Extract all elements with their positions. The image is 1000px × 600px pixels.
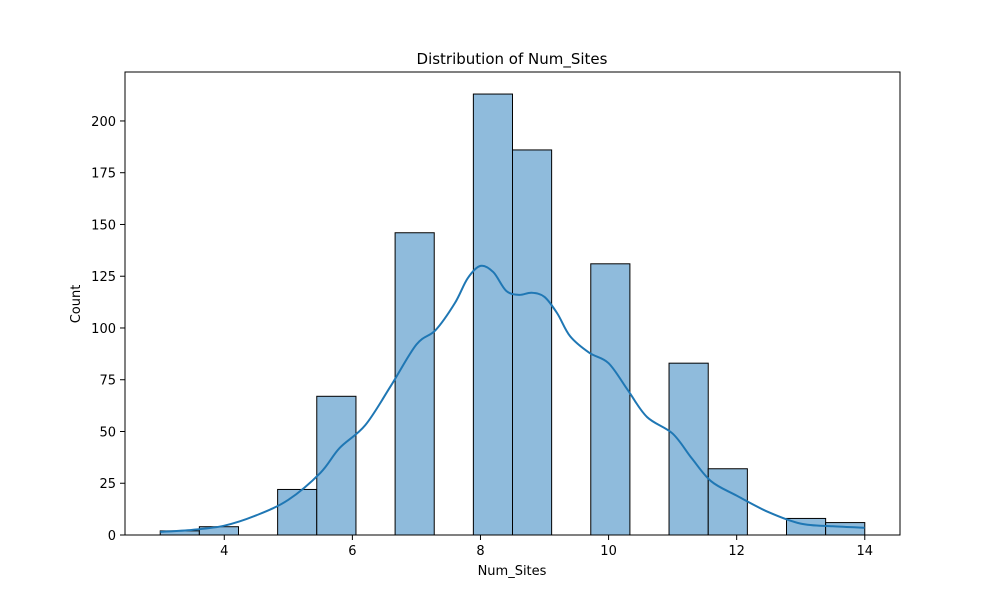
kde-curve bbox=[160, 264, 865, 533]
x-tick-label: 4 bbox=[220, 544, 228, 559]
histogram-bar-9 bbox=[512, 149, 553, 536]
chart-title: Distribution of Num_Sites bbox=[417, 50, 608, 69]
histogram-bar-8 bbox=[472, 93, 513, 536]
x-tick-label: 12 bbox=[728, 544, 745, 559]
x-tick-label: 6 bbox=[348, 544, 356, 559]
y-tick-label: 125 bbox=[91, 270, 116, 285]
y-tick-label: 150 bbox=[91, 218, 116, 233]
x-tick-label: 14 bbox=[856, 544, 873, 559]
y-axis-ticks: 0 25 50 75 100 125 150 175 200 bbox=[91, 115, 125, 544]
bars-group bbox=[159, 93, 866, 536]
y-tick-label: 200 bbox=[91, 115, 116, 130]
x-axis-label: Num_Sites bbox=[478, 564, 547, 579]
histogram-bar-11 bbox=[590, 263, 631, 536]
y-tick-label: 75 bbox=[99, 374, 116, 389]
x-axis-ticks: 4 6 8 10 12 14 bbox=[220, 535, 873, 559]
y-tick-label: 100 bbox=[91, 322, 116, 337]
histogram-bar-6 bbox=[394, 232, 435, 536]
plot-frame bbox=[124, 71, 901, 536]
x-tick-label: 8 bbox=[476, 544, 484, 559]
histogram-bar-13 bbox=[668, 362, 709, 536]
y-tick-label: 25 bbox=[99, 477, 116, 492]
histogram-bar-14 bbox=[707, 468, 748, 536]
histogram-bar-3 bbox=[277, 488, 318, 536]
y-axis-label: Count bbox=[69, 285, 84, 324]
x-tick-label: 10 bbox=[600, 544, 617, 559]
y-tick-label: 0 bbox=[108, 529, 116, 544]
y-tick-label: 50 bbox=[99, 425, 116, 440]
histogram-bar-4 bbox=[316, 395, 357, 536]
histogram-bar-17 bbox=[825, 522, 866, 536]
y-tick-label: 175 bbox=[91, 167, 116, 182]
